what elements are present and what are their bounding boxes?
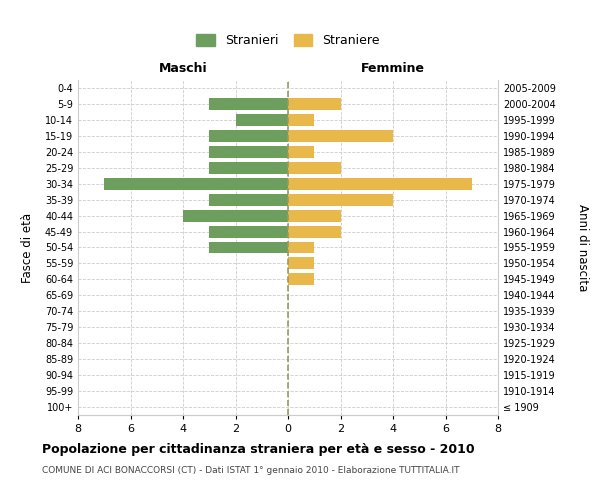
Bar	[288, 226, 341, 237]
Text: Maschi: Maschi	[158, 62, 208, 75]
Bar	[288, 194, 393, 205]
Bar	[288, 98, 341, 110]
Text: Femmine: Femmine	[361, 62, 425, 75]
Bar	[209, 146, 288, 158]
Bar	[183, 210, 288, 222]
Bar	[288, 178, 472, 190]
Bar	[288, 146, 314, 158]
Legend: Stranieri, Straniere: Stranieri, Straniere	[191, 30, 385, 52]
Bar	[288, 242, 314, 254]
Bar	[209, 194, 288, 205]
Bar	[209, 98, 288, 110]
Text: COMUNE DI ACI BONACCORSI (CT) - Dati ISTAT 1° gennaio 2010 - Elaborazione TUTTIT: COMUNE DI ACI BONACCORSI (CT) - Dati IST…	[42, 466, 460, 475]
Bar	[288, 114, 314, 126]
Bar	[288, 162, 341, 173]
Bar	[209, 130, 288, 142]
Bar	[288, 210, 341, 222]
Text: Popolazione per cittadinanza straniera per età e sesso - 2010: Popolazione per cittadinanza straniera p…	[42, 442, 475, 456]
Text: Fasce di età: Fasce di età	[21, 212, 34, 282]
Bar	[288, 130, 393, 142]
Bar	[288, 274, 314, 285]
Bar	[288, 258, 314, 270]
Bar	[209, 226, 288, 237]
Bar	[209, 242, 288, 254]
Bar	[209, 162, 288, 173]
Bar	[235, 114, 288, 126]
Bar	[104, 178, 288, 190]
Text: Anni di nascita: Anni di nascita	[575, 204, 589, 291]
